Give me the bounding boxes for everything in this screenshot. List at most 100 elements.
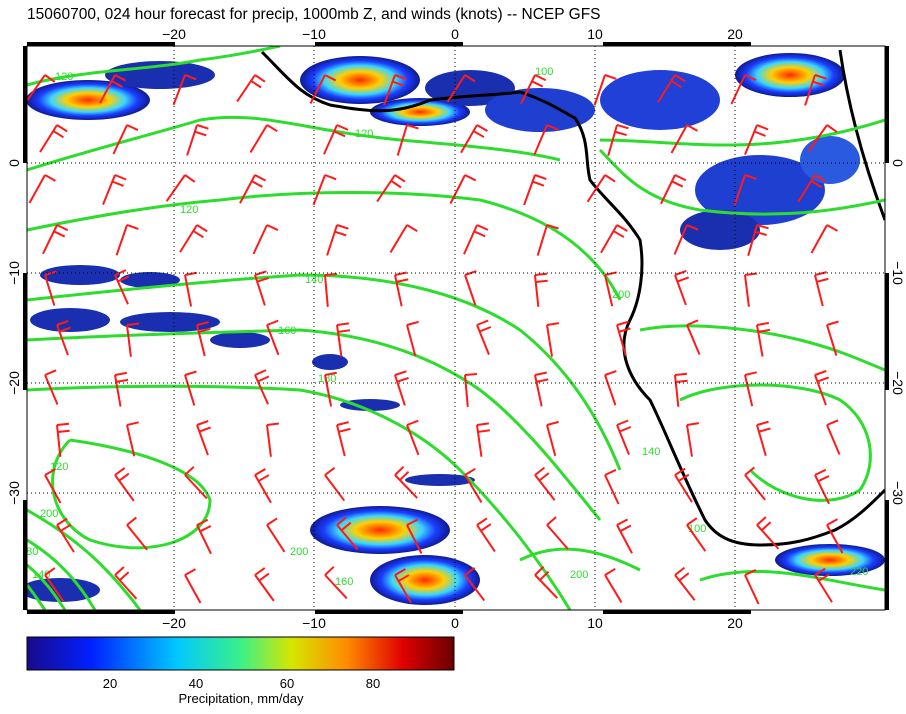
- wind-barb: [534, 371, 549, 407]
- lat-ticks-right: 0 −10 −20 −30: [890, 159, 906, 505]
- wind-barb: [670, 124, 698, 154]
- wind-barb: [449, 174, 477, 204]
- wind-barb: [44, 567, 65, 602]
- wind-barbs: [27, 74, 844, 605]
- wind-barb: [184, 271, 197, 307]
- wind-barb: [336, 516, 359, 551]
- wind-barb: [814, 369, 830, 406]
- contour-label: 200: [612, 289, 630, 301]
- map-plot-area: 120 120 100 120 140 160 180 200 180 140 …: [27, 46, 885, 610]
- wind-barb: [394, 568, 412, 604]
- wind-barb: [674, 467, 693, 503]
- colorbar-label: Precipitation, mm/day: [179, 691, 304, 706]
- wind-barb: [406, 518, 423, 554]
- wind-barb: [254, 567, 275, 602]
- colorbar-tick-label: 60: [280, 676, 294, 691]
- colorbar-tick-label: 20: [103, 676, 117, 691]
- wind-barb: [616, 419, 632, 456]
- contour-label: 100: [535, 66, 553, 78]
- colorbar-gradient: [26, 636, 455, 671]
- wind-barb: [249, 124, 278, 153]
- wind-barb: [586, 174, 616, 203]
- wind-barb: [464, 566, 486, 602]
- wind-barb: [336, 322, 350, 357]
- geopotential-height-contours: [27, 46, 885, 610]
- wind-barb: [826, 419, 841, 455]
- wind-barb: [733, 174, 757, 206]
- wind-barb: [600, 224, 628, 254]
- lat-tick-label: −30: [6, 481, 22, 505]
- wind-barb: [686, 517, 707, 552]
- lon-tick-label: 20: [727, 615, 743, 631]
- wind-barb: [464, 270, 477, 306]
- wind-barb: [324, 371, 337, 407]
- wind-barb: [376, 174, 406, 203]
- lon-tick-label: −10: [302, 615, 326, 631]
- wind-barb: [673, 224, 699, 255]
- wind-barb: [657, 74, 686, 103]
- wind-barb: [236, 74, 266, 103]
- wind-barb: [114, 566, 138, 600]
- wind-barb: [56, 422, 70, 457]
- wind-barb: [28, 174, 56, 204]
- lat-tick-label: 0: [6, 159, 22, 167]
- wind-barb: [797, 174, 826, 203]
- wind-barb: [460, 124, 488, 154]
- wind-barb: [604, 370, 617, 406]
- contour-label: 200: [570, 569, 588, 581]
- wind-barb: [126, 322, 140, 357]
- wind-barb: [172, 74, 197, 106]
- wind-barb: [756, 321, 771, 357]
- contour-label: 120: [355, 128, 373, 140]
- lon-tick-label: 10: [587, 26, 603, 42]
- colorbar-tick-label: 80: [366, 676, 380, 691]
- wind-barb: [184, 466, 208, 500]
- wind-barb: [807, 124, 838, 152]
- wind-barb: [114, 371, 129, 407]
- wind-barb: [266, 517, 286, 553]
- wind-barb: [115, 224, 139, 256]
- contour-label: 200: [40, 508, 58, 520]
- wind-barb: [616, 320, 631, 357]
- wind-barb: [804, 74, 827, 106]
- wind-barb: [534, 565, 558, 599]
- contour-label: 140: [32, 569, 50, 581]
- wind-barb: [179, 224, 208, 253]
- lon-ticks-top: −20 −10 0 10 20: [162, 26, 743, 42]
- wind-barb: [44, 369, 59, 405]
- wind-barb: [44, 270, 57, 306]
- wind-barb: [42, 224, 69, 255]
- contour-label: 140: [305, 274, 323, 286]
- wind-barb: [389, 224, 418, 253]
- wind-barb: [747, 224, 769, 257]
- contour-label: 160: [335, 576, 353, 588]
- lon-tick-label: −20: [162, 615, 186, 631]
- wind-barb: [309, 74, 337, 104]
- contour-labels: 120 120 100 120 140 160 180 200 180 140 …: [27, 66, 868, 588]
- wind-barb: [744, 124, 769, 156]
- wind-barb: [686, 319, 701, 355]
- wind-barb: [674, 566, 696, 601]
- wind-barb: [165, 174, 196, 202]
- wind-barb: [756, 516, 780, 550]
- wind-barb: [810, 224, 838, 254]
- lon-ticks-bottom: −20 −10 0 10 20: [162, 615, 743, 631]
- wind-barb: [396, 124, 419, 156]
- wind-barb: [324, 466, 346, 502]
- wind-barb: [476, 517, 496, 553]
- wind-barb: [112, 124, 139, 155]
- map-title: 15060700, 024 hour forecast for precip, …: [27, 6, 601, 23]
- lon-tick-label: 0: [451, 615, 459, 631]
- wind-barb: [406, 419, 420, 456]
- wind-barb: [406, 320, 419, 357]
- wind-barb: [686, 422, 700, 457]
- wind-barb: [756, 420, 771, 457]
- wind-barb: [254, 369, 270, 405]
- wind-barb: [534, 272, 548, 307]
- wind-barb: [446, 74, 476, 103]
- wind-barb: [196, 419, 212, 456]
- contour-label: 180: [318, 373, 336, 385]
- contour-label: 120: [55, 71, 73, 83]
- wind-barb: [44, 468, 62, 504]
- wind-barb: [383, 74, 407, 106]
